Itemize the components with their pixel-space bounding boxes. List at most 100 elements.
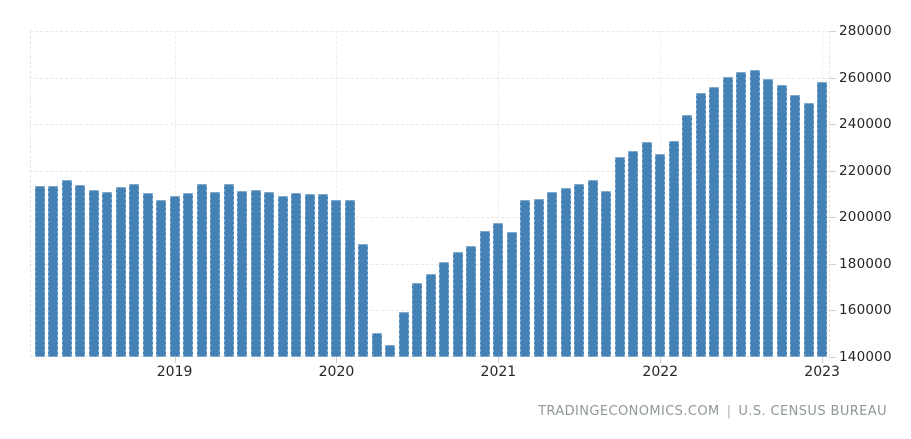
y-axis-label: 240000 (839, 116, 892, 133)
bar-2019-03[interactable] (196, 184, 207, 357)
y-tick (830, 124, 836, 126)
bar-2022-11[interactable] (790, 95, 801, 357)
x-tick (822, 357, 824, 363)
bar-2022-01[interactable] (655, 153, 666, 357)
bar-2020-05[interactable] (385, 344, 396, 357)
bar-2022-09[interactable] (763, 79, 774, 357)
year-gridline-2021 (498, 31, 500, 357)
bar-2023-01[interactable] (817, 82, 828, 357)
bar-2018-03[interactable] (34, 186, 45, 357)
y-tick (830, 310, 836, 312)
bar-2019-07[interactable] (250, 189, 261, 357)
x-axis-label-2020: 2020 (318, 364, 355, 380)
bar-2022-06[interactable] (722, 76, 733, 357)
y-tick (830, 217, 836, 219)
y-tick (830, 77, 836, 79)
y-axis-label: 280000 (839, 23, 892, 39)
bar-2022-12[interactable] (803, 102, 814, 357)
bar-2022-02[interactable] (668, 141, 679, 357)
gridline-280000 (30, 31, 830, 32)
bar-2021-01[interactable] (493, 222, 504, 357)
gridline-240000 (30, 124, 830, 126)
bar-2019-06[interactable] (237, 191, 248, 357)
y-axis-label: 220000 (839, 162, 892, 179)
y-tick (830, 31, 836, 32)
bar-2021-03[interactable] (520, 199, 531, 357)
plot-area (30, 31, 830, 357)
x-axis-label-2019: 2019 (156, 364, 193, 380)
bar-2018-12[interactable] (156, 199, 167, 357)
bar-2019-05[interactable] (223, 184, 234, 357)
x-tick (336, 357, 338, 363)
bar-2020-01[interactable] (331, 200, 342, 357)
bar-2021-10[interactable] (614, 156, 625, 357)
x-tick (174, 357, 176, 363)
bar-2021-04[interactable] (533, 198, 544, 357)
x-tick (498, 357, 500, 363)
bar-2019-10[interactable] (291, 192, 301, 357)
gridline-220000 (30, 170, 830, 172)
plot-border-right (829, 31, 830, 357)
bar-2019-01[interactable] (169, 196, 180, 357)
bar-2021-08[interactable] (587, 179, 598, 357)
bar-2020-12[interactable] (479, 231, 490, 357)
bar-2019-04[interactable] (210, 192, 221, 357)
bar-2020-07[interactable] (412, 283, 423, 357)
bar-2020-09[interactable] (439, 262, 450, 357)
x-axis-label-2022: 2022 (642, 364, 679, 380)
y-tick (830, 263, 836, 265)
bar-2019-08[interactable] (264, 192, 275, 357)
bar-2021-06[interactable] (560, 187, 571, 357)
bar-2019-09[interactable] (277, 196, 288, 357)
bar-2019-02[interactable] (183, 192, 194, 357)
bar-2022-08[interactable] (749, 69, 760, 357)
bar-2022-04[interactable] (695, 93, 706, 357)
bar-2019-11[interactable] (304, 193, 315, 357)
bar-2020-08[interactable] (425, 274, 436, 357)
x-axis-label-2023: 2023 (804, 364, 840, 380)
x-axis-label-2021: 2021 (480, 364, 517, 380)
bar-2020-03[interactable] (358, 243, 369, 357)
bar-2018-07[interactable] (88, 190, 99, 357)
year-gridline-2020 (336, 31, 338, 357)
bar-2021-11[interactable] (628, 151, 639, 357)
y-axis-label: 260000 (839, 69, 892, 86)
y-axis-label: 200000 (839, 209, 892, 226)
bar-2018-06[interactable] (75, 185, 86, 357)
bar-2018-09[interactable] (115, 187, 126, 357)
source-site-link[interactable]: TRADINGECONOMICS.COM (538, 404, 720, 419)
x-tick (660, 357, 662, 363)
bar-2018-08[interactable] (102, 192, 113, 357)
bar-2021-05[interactable] (547, 192, 558, 357)
year-gridline-2019 (174, 31, 176, 357)
y-axis-label: 140000 (839, 349, 892, 365)
bar-2018-05[interactable] (61, 179, 72, 357)
bar-2018-11[interactable] (142, 192, 153, 357)
y-tick (830, 170, 836, 172)
bar-2018-04[interactable] (48, 186, 59, 357)
gridline-260000 (30, 77, 830, 79)
bar-2022-03[interactable] (682, 114, 693, 357)
y-axis-label: 180000 (839, 255, 892, 272)
bar-2021-02[interactable] (506, 232, 517, 357)
bar-2020-10[interactable] (452, 252, 463, 357)
bar-2018-10[interactable] (129, 183, 140, 357)
source-name: U.S. CENSUS BUREAU (738, 404, 887, 419)
bar-2019-12[interactable] (317, 193, 328, 357)
bar-2021-07[interactable] (574, 183, 585, 357)
plot-border-left (30, 31, 31, 357)
bar-2022-10[interactable] (776, 84, 787, 357)
bar-2021-12[interactable] (641, 142, 652, 357)
gridline-200000 (30, 217, 830, 219)
bar-2022-07[interactable] (736, 72, 747, 357)
y-tick (830, 357, 836, 358)
bar-2022-05[interactable] (709, 86, 720, 357)
attribution-separator: | (726, 404, 732, 419)
bar-2021-09[interactable] (601, 190, 612, 357)
bar-2020-04[interactable] (371, 333, 382, 357)
bar-2020-06[interactable] (398, 311, 409, 357)
bar-2020-02[interactable] (344, 199, 355, 357)
bar-2020-11[interactable] (466, 245, 477, 357)
y-axis-label: 160000 (839, 302, 892, 319)
